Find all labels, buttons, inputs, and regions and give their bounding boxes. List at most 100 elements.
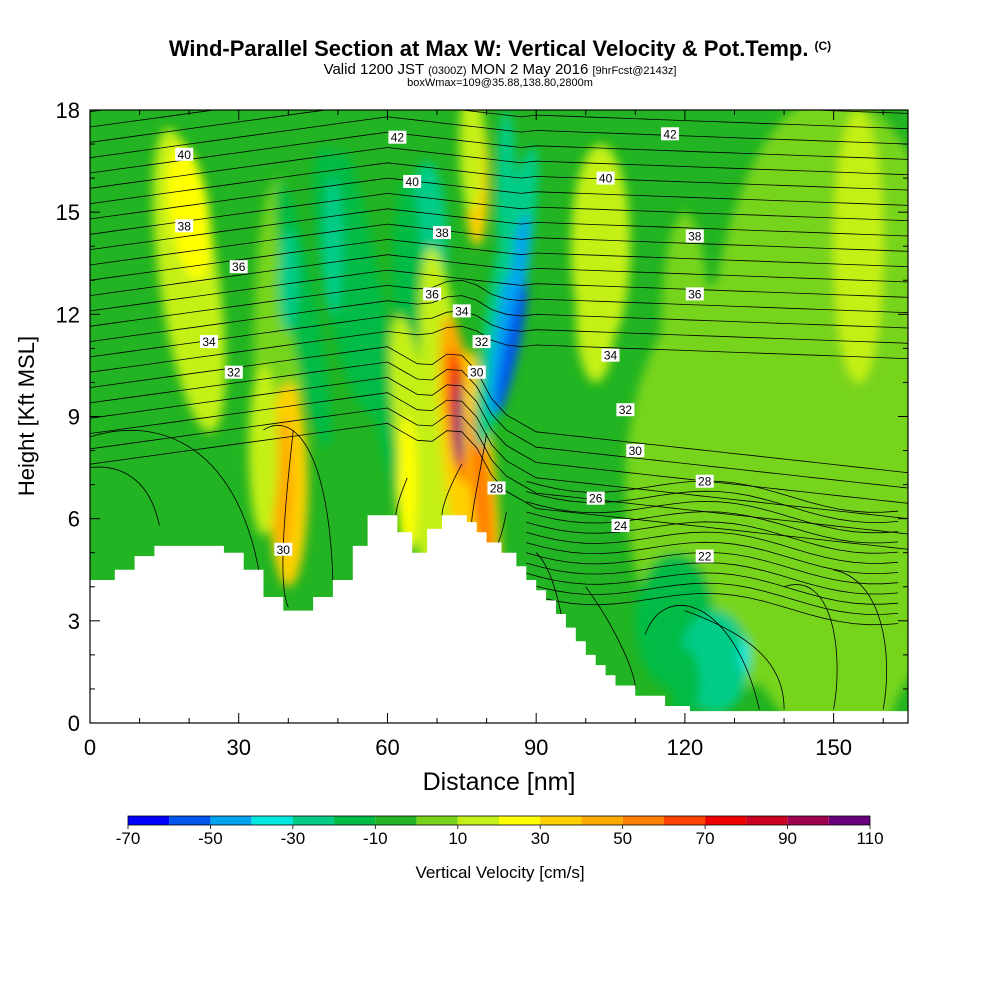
theta-contour: [90, 110, 106, 113]
theta-label-text: 24: [614, 519, 628, 533]
theta-label-text: 42: [663, 127, 677, 141]
theta-label-14: 32: [224, 365, 243, 380]
x-axis-label: Distance [nm]: [423, 768, 576, 796]
theta-label-box: [616, 403, 635, 417]
theta-label-7: 38: [685, 229, 704, 244]
theta-label-box: [695, 549, 714, 563]
colorbar-title: Vertical Velocity [cm/s]: [415, 863, 585, 882]
theta-contour: [526, 521, 899, 554]
theta-label-box: [626, 444, 645, 458]
velocity-cell-11: [323, 178, 343, 315]
theta-label-text: 34: [455, 304, 469, 318]
theta-contour: [90, 116, 908, 159]
velocity-cell-33: [660, 212, 710, 485]
velocity-shading: [152, 110, 908, 723]
vertical-velocity-field: [152, 110, 908, 723]
theta-label-box: [586, 491, 605, 505]
colorbar-swatch: [499, 816, 541, 825]
colorbar-label: -70: [116, 829, 141, 848]
theta-label-3: 40: [403, 175, 422, 189]
valid-time: Valid 1200 JST: [323, 61, 424, 78]
theta-contour: [526, 541, 899, 575]
y-tick-label: 15: [56, 200, 80, 225]
theta-label-text: 32: [619, 403, 633, 417]
velocity-cell-3: [167, 144, 211, 280]
theta-label-text: 28: [490, 482, 504, 496]
theta-label-2: 40: [175, 147, 194, 162]
theta-label-box: [200, 335, 218, 349]
y-tick-label: 0: [68, 711, 80, 736]
theta-label-16: 32: [616, 403, 635, 417]
velocity-cell-7: [248, 365, 279, 536]
theta-label-8: 36: [229, 260, 248, 274]
theta-contour: [526, 592, 899, 626]
theta-contour: [90, 131, 908, 174]
colorbar-swatch: [128, 816, 170, 825]
theta-contour: [471, 433, 487, 523]
theta-label-text: 40: [406, 175, 420, 189]
theta-label-0: 42: [388, 130, 407, 145]
theta-label-box: [403, 175, 422, 188]
terrain: [90, 515, 908, 723]
colorbar-swatch: [663, 816, 706, 825]
theta-label-text: 34: [604, 349, 618, 363]
velocity-cell-9: [278, 229, 299, 332]
colorbar-label: 10: [448, 829, 467, 848]
theta-label-box: [388, 130, 407, 144]
chart-title-text: Wind-Parallel Section at Max W: Vertical…: [168, 36, 809, 61]
theta-label-24: 22: [695, 549, 714, 564]
theta-contour: [441, 464, 463, 516]
theta-label-15: 32: [472, 335, 491, 349]
theta-contour: [90, 466, 160, 526]
theta-label-5: 38: [175, 219, 194, 233]
x-tick-label: 0: [84, 735, 96, 760]
theta-label-box: [472, 335, 491, 349]
theta-contour: [263, 425, 334, 581]
forecast-info: [9hrFcst@2143z]: [592, 65, 677, 77]
theta-label-box: [596, 171, 615, 185]
colorbar-swatch: [787, 816, 829, 825]
velocity-cell-24: [469, 406, 494, 577]
colorbar-swatch: [746, 816, 788, 825]
copyright-mark: (C): [814, 39, 832, 53]
theta-label-box: [467, 365, 486, 379]
theta-contour: [90, 392, 908, 520]
colorbar-swatch: [828, 816, 870, 825]
theta-label-box: [685, 229, 704, 243]
theta-label-20: 28: [487, 481, 506, 496]
x-tick-label: 60: [375, 735, 399, 760]
theta-label-text: 32: [227, 366, 241, 380]
box-info: boxWmax=109@35.88,138.80,2800m: [407, 77, 593, 89]
theta-label-box: [661, 127, 679, 141]
colorbar-swatch: [705, 816, 747, 825]
theta-label-box: [423, 287, 442, 301]
valid-date: MON 2 May 2016: [470, 61, 589, 78]
theta-label-22: 26: [586, 491, 605, 506]
velocity-cell-39: [853, 314, 908, 723]
colorbar-swatch: [416, 816, 458, 825]
velocity-cell-37: [739, 637, 750, 672]
colorbar-label: 50: [613, 829, 632, 848]
velocity-cell-26: [459, 110, 485, 213]
theta-label-text: 40: [599, 172, 613, 186]
theta-label-6: 38: [433, 226, 451, 240]
theta-label-1: 42: [661, 127, 679, 141]
theta-label-text: 38: [435, 226, 449, 240]
colorbar-label: -50: [198, 829, 223, 848]
chart-subtitle: Valid 1200 JST (0300Z) MON 2 May 2016 [9…: [0, 61, 1000, 78]
velocity-cell-16: [397, 416, 418, 553]
theta-contour: [90, 361, 908, 489]
theta-label-text: 34: [202, 335, 216, 349]
colorbar-swatch: [251, 816, 293, 825]
theta-label-text: 36: [232, 260, 246, 274]
theta-label-text: 40: [178, 148, 192, 162]
y-tick-label: 9: [68, 405, 80, 430]
theta-label-19: 30: [274, 542, 293, 557]
theta-label-text: 28: [698, 475, 712, 489]
potential-temperature-contours: [90, 110, 908, 710]
velocity-cell-30: [496, 110, 517, 281]
velocity-cell-29: [495, 281, 528, 416]
x-tick-label: 90: [524, 735, 548, 760]
theta-label-9: 36: [423, 287, 442, 301]
